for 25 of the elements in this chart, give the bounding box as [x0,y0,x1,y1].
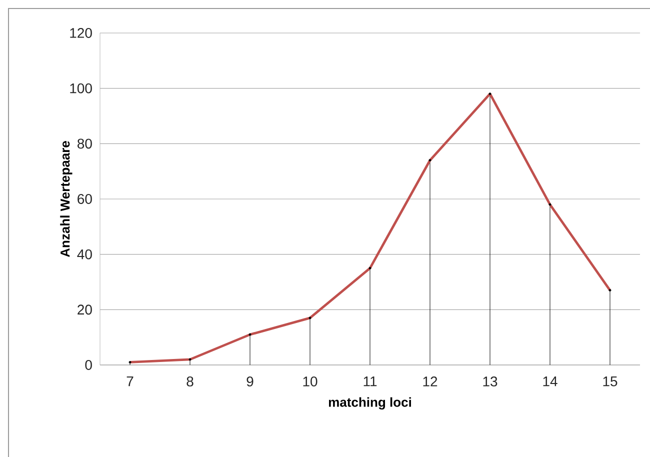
point [428,159,432,162]
x-tick-label: 13 [483,376,498,386]
point [488,92,492,96]
x-tick-label: 12 [423,376,438,386]
x-tick-label: 14 [543,376,558,386]
point [608,289,612,292]
x-axis-title: matching loci [328,397,411,410]
y-tick-label: 20 [78,304,92,315]
x-tick-label: 9 [246,376,254,386]
y-tick-label: 0 [85,360,92,370]
y-tick-label: 80 [78,138,92,149]
y-axis-title: Anzahl Wertepaare [60,141,72,258]
point [548,203,552,206]
x-tick-label: 8 [186,376,194,386]
x-tick-label: 15 [603,376,618,386]
x-tick-label: 7 [126,376,134,386]
y-tick-label: 100 [70,83,92,94]
point [248,333,252,336]
x-tick-label: 10 [303,376,318,386]
y-tick-label: 40 [77,249,92,260]
y-tick-label: 120 [70,28,92,38]
point [368,266,372,270]
line-series [128,92,612,364]
x-tick-label: 11 [364,376,377,386]
y-tick-label: 60 [78,194,92,204]
